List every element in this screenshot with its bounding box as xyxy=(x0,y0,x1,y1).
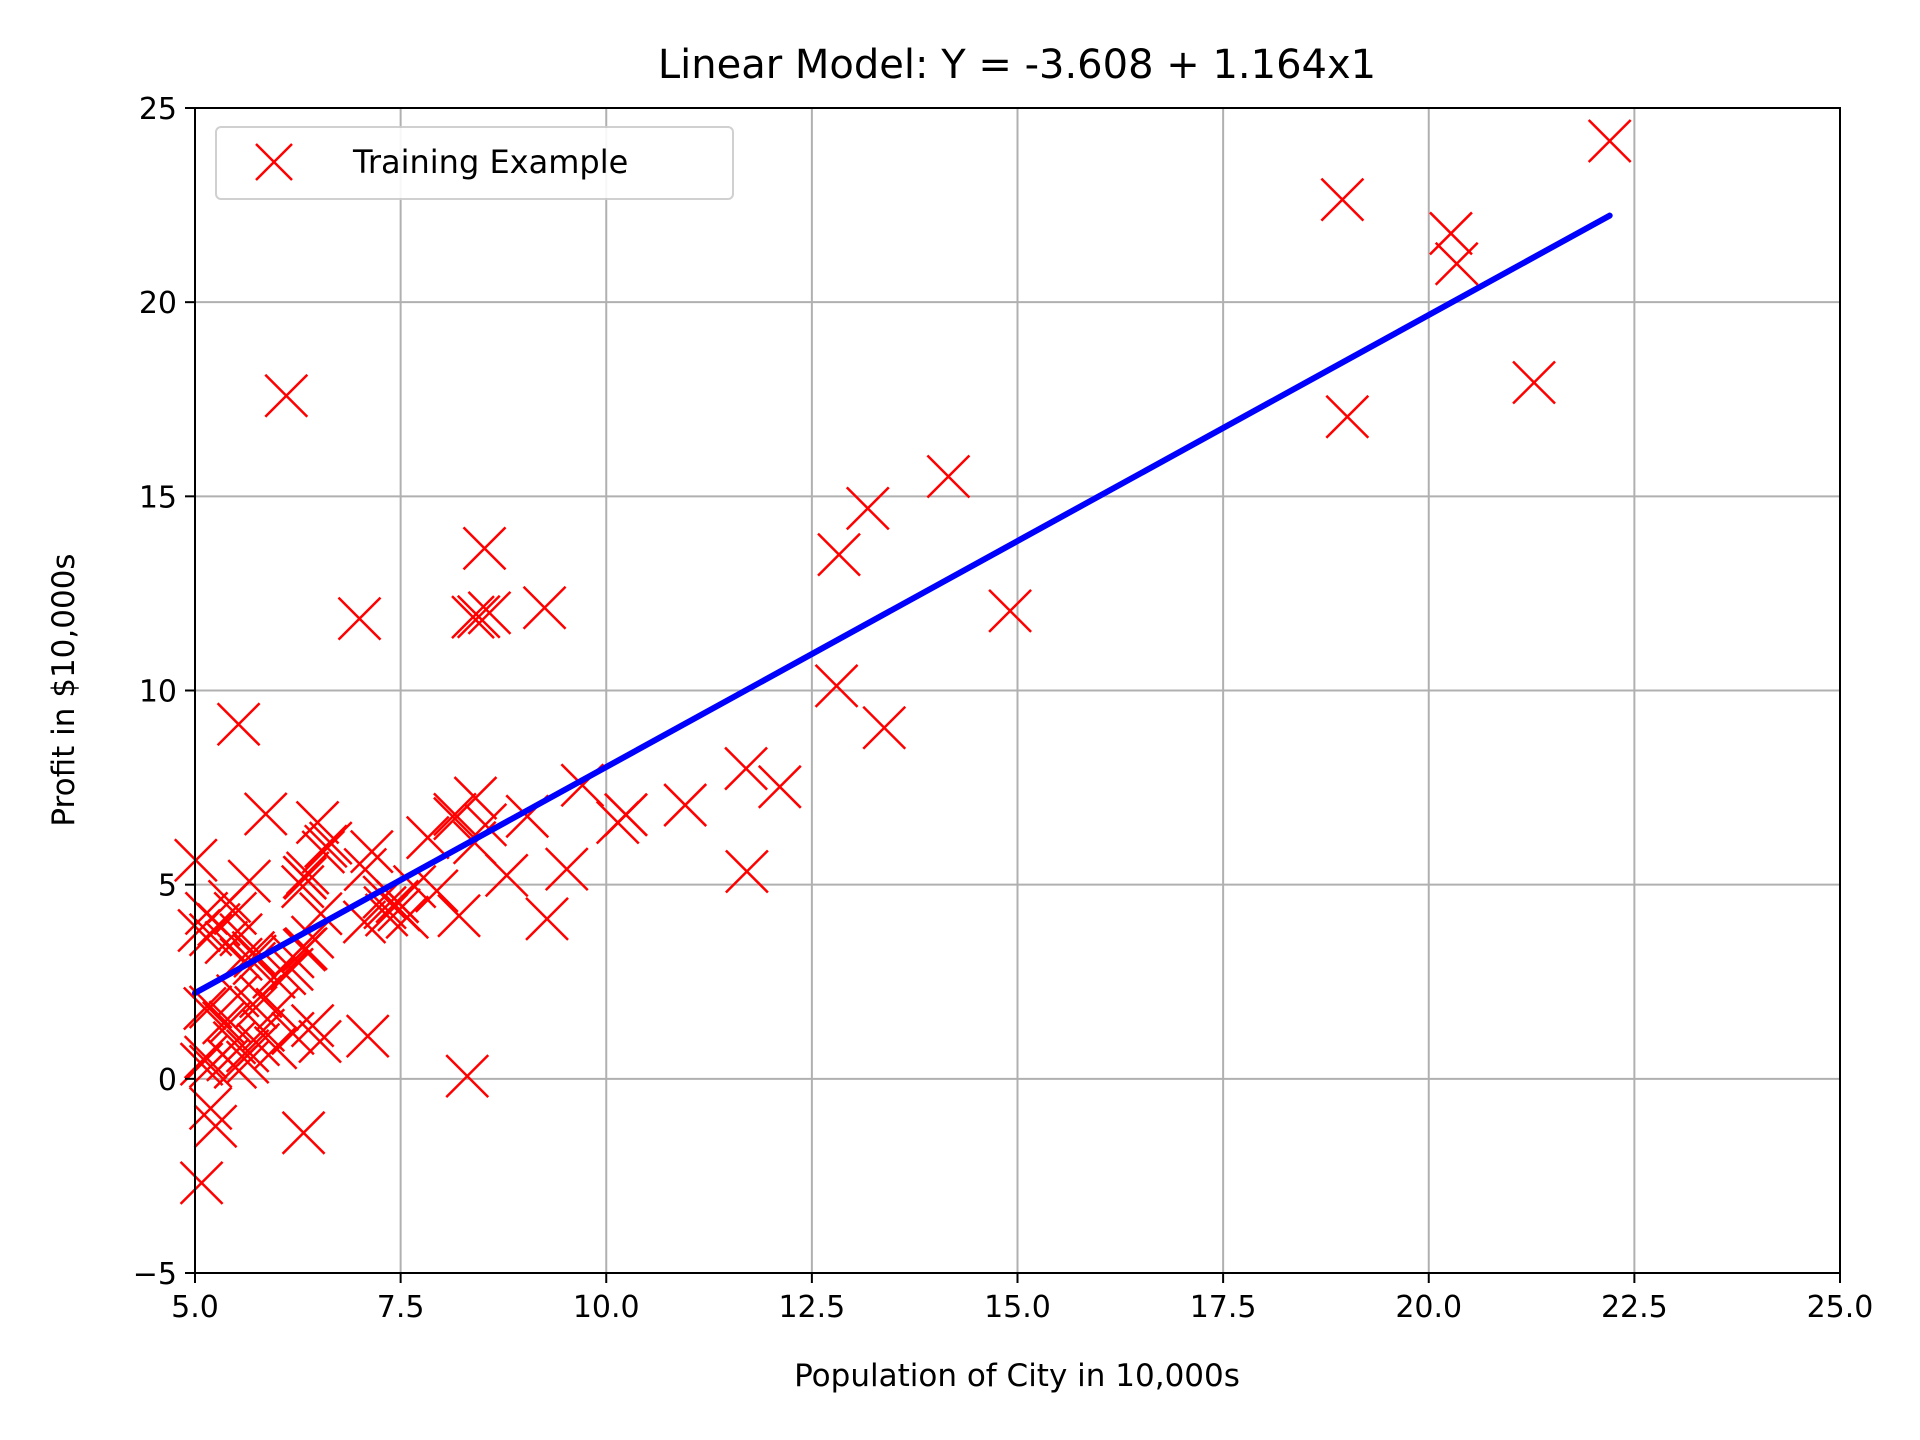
data-point xyxy=(988,589,1032,633)
data-point xyxy=(926,454,971,499)
data-point xyxy=(253,1025,298,1070)
data-point xyxy=(298,1019,342,1064)
data-point xyxy=(814,663,859,708)
data-point xyxy=(1587,119,1632,163)
data-point xyxy=(204,920,249,965)
data-point xyxy=(215,973,260,1018)
x-tick-label: 22.5 xyxy=(1601,1290,1668,1325)
x-tick-label: 5.0 xyxy=(171,1290,219,1325)
x-tick-label: 25.0 xyxy=(1807,1290,1874,1325)
legend-entry-label: Training Example xyxy=(352,143,628,181)
data-point xyxy=(604,792,648,837)
x-tick-label: 17.5 xyxy=(1190,1290,1257,1325)
data-point xyxy=(188,1086,233,1131)
axis-ticks: 5.0 7.5 10.0 12.5 15.0 17.5 20.0 22.5 25.0 −5 0 5 10… xyxy=(133,92,1874,1325)
data-point xyxy=(1512,360,1556,405)
data-point xyxy=(392,864,437,909)
data-point xyxy=(467,590,512,635)
y-tick-label: 20 xyxy=(139,286,177,321)
plot-area xyxy=(173,119,1632,1205)
data-point xyxy=(725,849,769,894)
data-point xyxy=(208,1000,253,1045)
data-point xyxy=(845,486,890,531)
data-point xyxy=(183,1035,228,1079)
x-tick-label: 7.5 xyxy=(377,1290,425,1325)
data-point xyxy=(216,702,261,747)
data-point xyxy=(462,526,507,571)
data-point xyxy=(724,746,768,791)
data-point xyxy=(207,879,252,924)
data-point xyxy=(262,951,307,996)
data-point xyxy=(243,792,288,836)
data-point xyxy=(212,1020,257,1065)
data-point xyxy=(456,594,501,639)
data-point xyxy=(201,1001,246,1045)
data-point xyxy=(219,912,263,957)
legend-box xyxy=(215,126,734,200)
data-point xyxy=(405,815,450,860)
data-point xyxy=(188,912,233,957)
data-point xyxy=(1429,211,1473,256)
data-point xyxy=(283,856,328,900)
legend: Training Example xyxy=(215,126,734,200)
data-point xyxy=(241,1008,286,1053)
data-point xyxy=(337,596,382,641)
data-point xyxy=(484,853,529,898)
data-point xyxy=(280,864,325,909)
data-point xyxy=(757,764,802,809)
data-point xyxy=(451,595,495,639)
data-point xyxy=(433,796,477,841)
data-point xyxy=(525,896,569,941)
data-point xyxy=(206,1037,250,1082)
data-point xyxy=(196,902,241,947)
x-tick-label: 10.0 xyxy=(573,1290,640,1325)
data-point xyxy=(284,926,328,971)
data-point xyxy=(862,705,907,750)
data-point xyxy=(182,986,227,1031)
data-point xyxy=(264,373,309,418)
y-tick-label: 10 xyxy=(139,675,177,710)
y-tick-label: 15 xyxy=(139,480,177,515)
data-point xyxy=(663,783,708,827)
data-point xyxy=(225,1040,270,1085)
y-tick-label: 5 xyxy=(158,869,177,904)
x-axis-label: Population of City in 10,000s xyxy=(794,1358,1240,1394)
data-point xyxy=(298,891,343,936)
fit-line xyxy=(192,212,1613,997)
data-point xyxy=(349,829,394,874)
data-point xyxy=(437,893,481,938)
x-tick-label: 20.0 xyxy=(1395,1290,1462,1325)
data-point xyxy=(817,532,861,577)
data-point xyxy=(193,1104,238,1149)
y-axis-label: Profit in $10,000s xyxy=(46,553,82,826)
data-point xyxy=(255,987,300,1032)
data-point xyxy=(544,847,589,892)
data-point xyxy=(1320,177,1365,222)
x-tick-label: 15.0 xyxy=(984,1290,1051,1325)
data-point xyxy=(1325,394,1370,439)
data-point xyxy=(522,585,567,630)
data-point xyxy=(433,792,477,837)
data-point xyxy=(385,895,430,940)
data-point xyxy=(345,1014,390,1059)
data-point xyxy=(295,800,340,845)
y-tick-label: −5 xyxy=(133,1257,177,1292)
data-point xyxy=(301,830,346,874)
y-tick-label: 25 xyxy=(139,92,177,127)
data-point xyxy=(270,947,314,992)
data-point xyxy=(1434,241,1479,286)
data-point xyxy=(290,1003,335,1048)
x-tick-label: 12.5 xyxy=(778,1290,845,1325)
data-point xyxy=(179,1161,224,1205)
data-point xyxy=(303,824,348,869)
chart-title: Linear Model: Y = -3.608 + 1.164x1 xyxy=(658,42,1376,88)
data-point xyxy=(281,1110,326,1155)
data-point xyxy=(445,1054,490,1098)
y-tick-label: 0 xyxy=(158,1063,177,1098)
legend-marker-x-icon xyxy=(255,143,293,181)
